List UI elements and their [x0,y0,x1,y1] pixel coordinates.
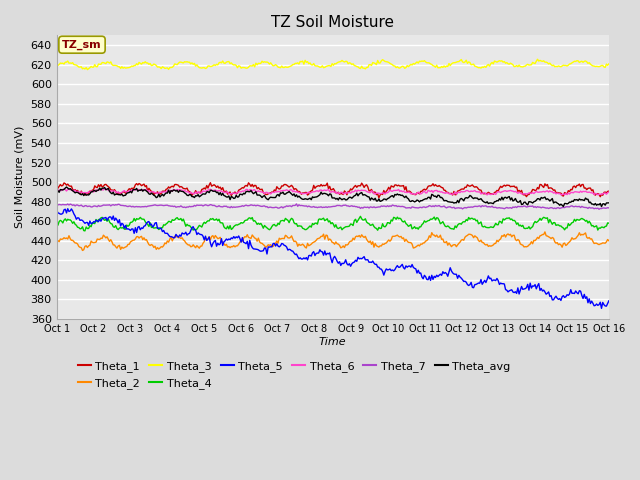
Theta_6 [454,190,461,195]
Theta_5 [147,222,154,228]
Theta_avg [583,196,591,202]
Theta_6 [102,186,109,192]
Theta_2 [584,235,592,241]
Theta_6 [147,189,154,195]
Theta_6 [116,190,124,196]
Line: Theta_2: Theta_2 [57,232,609,251]
Theta_7 [145,203,153,209]
Theta_7 [365,205,373,211]
Theta_7 [583,204,591,210]
Theta_1 [207,180,214,186]
Theta_avg [454,198,461,204]
Theta_6 [365,190,373,195]
Theta_3 [365,62,373,68]
Y-axis label: Soil Moisture (mV): Soil Moisture (mV) [15,126,25,228]
Theta_6 [53,188,61,194]
Theta_1 [145,185,153,191]
Theta_5 [605,298,612,304]
Theta_avg [116,192,124,198]
Theta_avg [598,204,605,209]
Theta_avg [365,194,373,200]
Theta_4 [147,220,154,226]
Theta_6 [584,190,592,195]
Theta_2 [365,240,373,245]
Theta_1 [375,195,383,201]
Theta_1 [365,188,373,194]
Theta_3 [584,60,592,66]
Line: Theta_1: Theta_1 [57,183,609,198]
Theta_2 [53,240,61,246]
Theta_3 [534,56,541,62]
Theta_1 [584,185,592,191]
Theta_7 [599,205,607,211]
Theta_3 [147,60,154,66]
Theta_2 [599,240,607,246]
Theta_1 [605,188,612,194]
Line: Theta_5: Theta_5 [57,209,609,308]
Theta_2 [605,238,612,244]
Theta_4 [81,228,89,234]
Theta_2 [454,242,461,248]
Theta_5 [53,207,61,213]
Theta_7 [53,203,61,208]
Theta_4 [584,220,592,226]
Theta_7 [292,201,300,207]
Theta_5 [116,217,124,223]
Theta_4 [116,225,124,231]
Theta_5 [64,206,72,212]
Theta_3 [84,67,92,72]
Theta_7 [605,205,612,211]
Theta_avg [53,187,61,193]
Theta_3 [605,61,612,67]
Theta_avg [605,200,612,206]
Theta_7 [454,205,461,211]
Theta_4 [356,214,364,219]
Theta_5 [454,276,461,281]
Theta_2 [79,248,86,253]
Theta_avg [63,184,70,190]
Theta_4 [367,222,374,228]
Theta_5 [583,294,591,300]
Line: Theta_3: Theta_3 [57,59,609,70]
Theta_3 [116,64,124,70]
Line: Theta_4: Theta_4 [57,216,609,231]
Theta_2 [116,242,124,248]
Theta_1 [455,188,463,193]
Theta_6 [605,189,612,195]
Theta_5 [365,259,373,265]
Theta_4 [455,221,463,227]
X-axis label: Time: Time [319,336,347,347]
Theta_4 [599,224,607,230]
Title: TZ Soil Moisture: TZ Soil Moisture [271,15,394,30]
Theta_6 [483,192,491,198]
Legend: Theta_1, Theta_2, Theta_3, Theta_4, Theta_5, Theta_6, Theta_7, Theta_avg: Theta_1, Theta_2, Theta_3, Theta_4, Thet… [73,357,515,393]
Theta_1 [53,185,61,191]
Theta_3 [454,59,461,65]
Theta_7 [115,202,122,207]
Line: Theta_avg: Theta_avg [57,187,609,206]
Theta_avg [599,201,607,207]
Theta_3 [53,62,61,68]
Line: Theta_6: Theta_6 [57,189,609,195]
Theta_5 [598,305,605,311]
Line: Theta_7: Theta_7 [57,204,609,209]
Theta_2 [541,229,548,235]
Theta_6 [599,191,607,197]
Theta_avg [147,192,154,197]
Theta_1 [115,190,122,195]
Theta_1 [599,192,607,198]
Theta_3 [599,62,607,68]
Theta_4 [605,220,612,226]
Theta_4 [53,223,61,228]
Theta_2 [147,242,154,248]
Text: TZ_sm: TZ_sm [62,39,102,50]
Theta_5 [599,300,607,305]
Theta_7 [595,206,603,212]
